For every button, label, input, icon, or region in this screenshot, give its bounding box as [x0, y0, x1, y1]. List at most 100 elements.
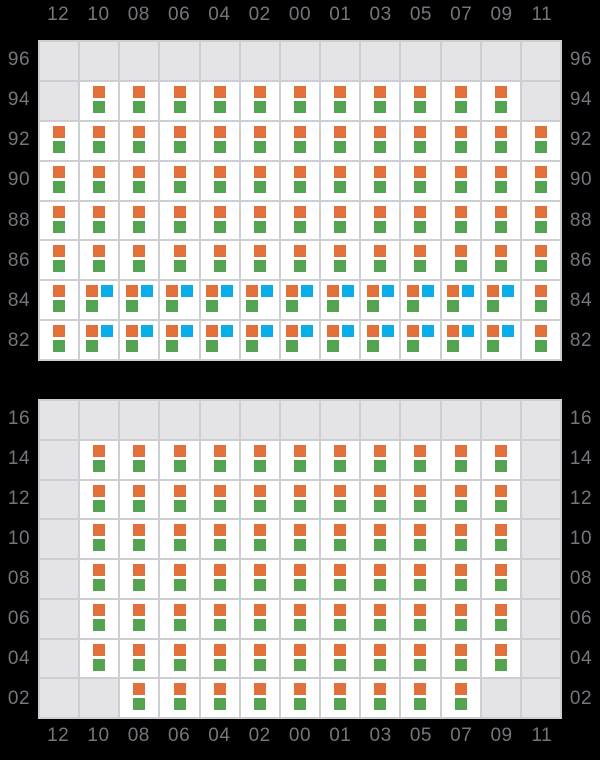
grid-cell[interactable]: [200, 520, 239, 558]
grid-cell[interactable]: [401, 599, 440, 638]
grid-cell[interactable]: [200, 321, 239, 359]
grid-cell[interactable]: [441, 520, 480, 558]
grid-cell[interactable]: [321, 161, 360, 200]
grid-cell[interactable]: [40, 241, 79, 280]
grid-cell[interactable]: [481, 480, 520, 519]
grid-cell[interactable]: [361, 599, 400, 638]
grid-cell[interactable]: [361, 520, 400, 558]
grid-cell[interactable]: [120, 201, 159, 240]
grid-cell[interactable]: [200, 161, 239, 200]
grid-cell[interactable]: [321, 121, 360, 160]
grid-cell[interactable]: [160, 480, 199, 519]
grid-cell[interactable]: [401, 81, 440, 120]
grid-cell[interactable]: [361, 241, 400, 280]
grid-cell[interactable]: [401, 121, 440, 160]
grid-cell[interactable]: [441, 281, 480, 320]
grid-cell[interactable]: [321, 241, 360, 280]
grid-cell[interactable]: [521, 201, 560, 240]
grid-cell[interactable]: [481, 520, 520, 558]
grid-cell[interactable]: [481, 281, 520, 320]
grid-cell[interactable]: [321, 81, 360, 120]
grid-cell[interactable]: [401, 560, 440, 598]
grid-cell[interactable]: [401, 520, 440, 558]
grid-cell[interactable]: [160, 639, 199, 678]
grid-cell[interactable]: [240, 281, 279, 320]
grid-cell[interactable]: [120, 520, 159, 558]
grid-cell[interactable]: [80, 281, 119, 320]
grid-cell[interactable]: [120, 480, 159, 519]
grid-cell[interactable]: [321, 599, 360, 638]
grid-cell[interactable]: [120, 679, 159, 717]
grid-cell[interactable]: [160, 161, 199, 200]
grid-cell[interactable]: [200, 281, 239, 320]
grid-cell[interactable]: [80, 639, 119, 678]
grid-cell[interactable]: [441, 560, 480, 598]
grid-cell[interactable]: [200, 599, 239, 638]
grid-cell[interactable]: [160, 321, 199, 359]
grid-cell[interactable]: [80, 480, 119, 519]
grid-cell[interactable]: [361, 281, 400, 320]
grid-cell[interactable]: [160, 440, 199, 479]
grid-cell[interactable]: [481, 599, 520, 638]
grid-cell[interactable]: [481, 121, 520, 160]
grid-cell[interactable]: [120, 121, 159, 160]
grid-cell[interactable]: [401, 440, 440, 479]
grid-cell[interactable]: [441, 81, 480, 120]
grid-cell[interactable]: [200, 81, 239, 120]
grid-cell[interactable]: [321, 520, 360, 558]
grid-cell[interactable]: [240, 440, 279, 479]
grid-cell[interactable]: [441, 201, 480, 240]
grid-cell[interactable]: [160, 241, 199, 280]
grid-cell[interactable]: [80, 599, 119, 638]
grid-cell[interactable]: [240, 321, 279, 359]
grid-cell[interactable]: [240, 201, 279, 240]
grid-cell[interactable]: [80, 520, 119, 558]
grid-cell[interactable]: [120, 241, 159, 280]
grid-cell[interactable]: [120, 281, 159, 320]
grid-cell[interactable]: [441, 599, 480, 638]
grid-cell[interactable]: [240, 639, 279, 678]
grid-cell[interactable]: [481, 201, 520, 240]
grid-cell[interactable]: [240, 599, 279, 638]
grid-cell[interactable]: [160, 281, 199, 320]
grid-cell[interactable]: [240, 161, 279, 200]
grid-cell[interactable]: [401, 639, 440, 678]
grid-cell[interactable]: [321, 480, 360, 519]
grid-cell[interactable]: [160, 560, 199, 598]
grid-cell[interactable]: [80, 440, 119, 479]
grid-cell[interactable]: [280, 560, 320, 598]
grid-cell[interactable]: [481, 639, 520, 678]
grid-cell[interactable]: [200, 440, 239, 479]
grid-cell[interactable]: [401, 161, 440, 200]
grid-cell[interactable]: [361, 679, 400, 717]
grid-cell[interactable]: [321, 281, 360, 320]
grid-cell[interactable]: [521, 121, 560, 160]
grid-cell[interactable]: [280, 241, 320, 280]
grid-cell[interactable]: [401, 480, 440, 519]
grid-cell[interactable]: [441, 161, 480, 200]
grid-cell[interactable]: [80, 81, 119, 120]
grid-cell[interactable]: [481, 560, 520, 598]
grid-cell[interactable]: [40, 281, 79, 320]
grid-cell[interactable]: [120, 560, 159, 598]
grid-cell[interactable]: [280, 81, 320, 120]
grid-cell[interactable]: [120, 81, 159, 120]
grid-cell[interactable]: [240, 560, 279, 598]
grid-cell[interactable]: [40, 121, 79, 160]
grid-cell[interactable]: [361, 440, 400, 479]
grid-cell[interactable]: [80, 121, 119, 160]
grid-cell[interactable]: [280, 599, 320, 638]
grid-cell[interactable]: [361, 321, 400, 359]
grid-cell[interactable]: [240, 121, 279, 160]
grid-cell[interactable]: [200, 201, 239, 240]
grid-cell[interactable]: [240, 241, 279, 280]
grid-cell[interactable]: [361, 201, 400, 240]
grid-cell[interactable]: [240, 480, 279, 519]
grid-cell[interactable]: [361, 480, 400, 519]
grid-cell[interactable]: [80, 560, 119, 598]
grid-cell[interactable]: [401, 281, 440, 320]
grid-cell[interactable]: [441, 480, 480, 519]
grid-cell[interactable]: [280, 639, 320, 678]
grid-cell[interactable]: [80, 321, 119, 359]
grid-cell[interactable]: [120, 639, 159, 678]
